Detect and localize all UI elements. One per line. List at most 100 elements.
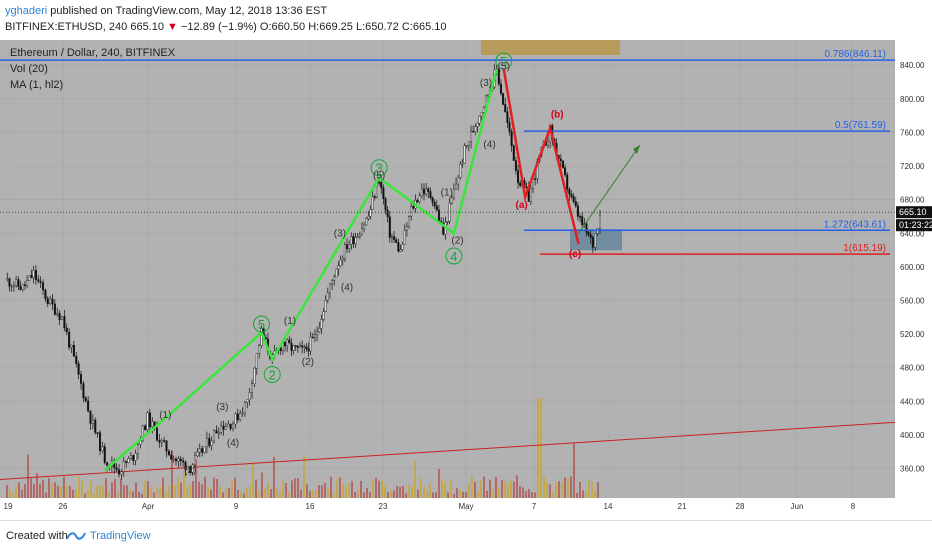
x-tick-label: 23 [379, 502, 388, 511]
fib-level-label: 1(615.19) [843, 243, 886, 254]
green-wave-label: (4) [483, 140, 495, 151]
candle-body [288, 339, 291, 344]
red-wave-label: (a) [515, 200, 527, 211]
candle-body [196, 451, 199, 457]
candle-body [99, 432, 102, 452]
y-axis-ticks: 360.00 400.00 440.00 480.00 520.00 560.00 600.… [900, 61, 925, 473]
candle-body [367, 216, 370, 219]
candle-body [564, 167, 567, 176]
x-axis-ticks: 19 26 Apr 9 16 23 May 7 14 21 28 Jun 8 [4, 502, 856, 511]
target-zones [481, 40, 622, 251]
candle-body [534, 178, 537, 180]
candle-body [194, 455, 197, 466]
volume-bar [138, 492, 140, 498]
candle-body [599, 215, 602, 229]
volume-bar [444, 482, 446, 498]
volume-bar [291, 480, 293, 498]
tradingview-logo-icon[interactable] [66, 530, 86, 542]
green-wave-label: (3) [334, 229, 346, 240]
candle-body [58, 313, 61, 320]
top-target-zone [481, 40, 620, 55]
candle-body [28, 275, 31, 281]
volume-bar [117, 492, 119, 498]
candle-body [61, 316, 64, 320]
candle-body [519, 182, 522, 186]
candle-body [80, 374, 83, 384]
candle-body [296, 345, 299, 348]
volume-bar [324, 482, 326, 498]
candle-body [358, 234, 361, 237]
legend-ma[interactable]: MA (1, hl2) [10, 79, 63, 91]
candle-body [589, 234, 592, 238]
candle-body [467, 141, 470, 146]
y-tick-label: 360.00 [900, 465, 925, 474]
candle-body [292, 345, 295, 351]
volume-bar [411, 486, 413, 498]
volume-bar [417, 489, 419, 498]
candle-body [232, 423, 235, 429]
volume-bar [570, 476, 572, 498]
volume-bar [381, 479, 383, 498]
candle-body [546, 141, 549, 146]
candle-body [227, 423, 230, 427]
candle-body [32, 270, 35, 278]
candle-body [170, 454, 173, 460]
volume-bar [267, 482, 269, 498]
volume-bar [492, 489, 494, 498]
candle-body [8, 278, 11, 287]
volume-bar [54, 482, 56, 498]
grid-lines [0, 40, 895, 498]
time-axis[interactable] [0, 498, 895, 512]
fibonacci-levels: 0.786(846.11) 0.5(761.59) 1.272(643.61) 1(6… [0, 49, 895, 255]
candle-body [572, 196, 575, 202]
price-axis[interactable] [895, 40, 932, 512]
volume-bar [363, 492, 365, 498]
volume-bar [384, 486, 386, 498]
tradingview-brand[interactable]: TradingView [90, 530, 151, 542]
candle-body [222, 425, 225, 430]
chart-area[interactable]: 0.786(846.11) 0.5(761.59) 1.272(643.61) 1(6… [0, 40, 932, 512]
candle-body [106, 462, 109, 466]
volume-bar [513, 481, 515, 498]
volume-bar [147, 481, 149, 498]
volume-bar [276, 487, 278, 498]
candle-body [455, 183, 458, 190]
volume-bar [396, 485, 398, 498]
volume-bar [207, 486, 209, 498]
chart-pane[interactable] [0, 40, 895, 498]
volume-bar [495, 476, 497, 498]
candle-body [12, 285, 15, 287]
green-wave-circle-label: 3 [375, 161, 382, 176]
green-wave-label: (1) [284, 316, 296, 327]
candle-body [576, 205, 579, 217]
legend-vol[interactable]: Vol (20) [10, 63, 48, 75]
published-text: published on TradingView.com, May 12, 20… [50, 5, 328, 17]
volume-bar [186, 486, 188, 498]
support-trendline-line [0, 421, 896, 481]
volume-bar [42, 480, 44, 498]
volume-bar [249, 485, 251, 498]
volume-bar [351, 481, 353, 498]
candle-body [561, 160, 564, 168]
candle-body [450, 197, 453, 204]
support-trendline [0, 421, 896, 481]
volume-bar [99, 485, 101, 498]
legend-title[interactable]: Ethereum / Dollar, 240, BITFINEX [10, 47, 176, 59]
last-price-tag [896, 206, 932, 219]
candle-body [279, 347, 282, 352]
candle-body [397, 242, 400, 252]
candle-body [203, 446, 206, 453]
volume-bar [483, 476, 485, 498]
volume-bar [216, 479, 218, 498]
price-chart[interactable]: 0.786(846.11) 0.5(761.59) 1.272(643.61) 1(6… [0, 40, 932, 512]
volume-bar [231, 480, 233, 498]
volume-bar [6, 485, 8, 498]
candle-body [146, 412, 149, 431]
volume-bar [327, 488, 329, 498]
header-bar: yghaderi published on TradingView.com, M… [0, 0, 932, 40]
username-link[interactable]: yghaderi [5, 5, 48, 17]
volume-bar [96, 486, 98, 498]
volume-bar [141, 493, 143, 498]
candle-body [585, 223, 588, 233]
candle-body [210, 440, 213, 447]
